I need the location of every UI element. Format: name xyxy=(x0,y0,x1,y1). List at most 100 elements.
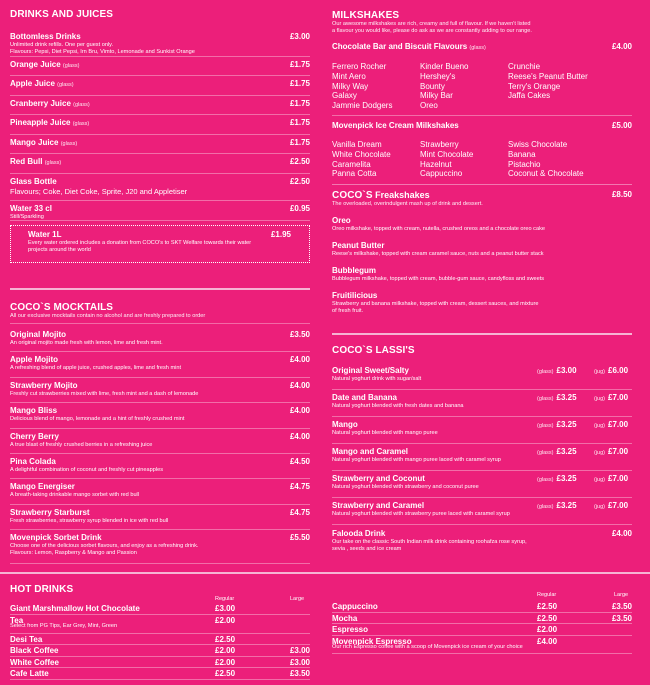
item-desc: Bubblegum milkshake, topped with cream, … xyxy=(332,276,545,282)
item-price: £4.00 xyxy=(289,355,310,365)
jug-price: (jug) £7.00 xyxy=(594,501,628,512)
item-name: Movenpick Ice Cream Milkshakes xyxy=(332,120,459,130)
item-name: Original Mojito xyxy=(10,330,66,339)
large-price: £3.00 xyxy=(289,646,310,655)
item-name: Peanut Butter xyxy=(332,241,385,250)
item-name: Apple Mojito xyxy=(10,355,58,365)
divider xyxy=(10,288,310,290)
item-desc: Strawberry and banana milkshake, topped … xyxy=(332,301,539,307)
flavour-item: Strawberry xyxy=(420,139,459,149)
flavour-item: Terry's Orange xyxy=(508,81,561,91)
item-name-line: Mango Juice (glass) xyxy=(10,138,310,149)
item-name: Cherry Berry xyxy=(10,431,59,441)
item-name: Giant Marshmallow Hot Chocolate xyxy=(10,604,140,613)
item-name: White Coffee xyxy=(10,657,59,667)
item-name: Mango Juice xyxy=(10,137,59,147)
glass-value: £3.25 xyxy=(556,474,577,483)
large-price: £3.00 xyxy=(289,657,310,667)
item-name: Strawberry and Caramel xyxy=(332,501,425,510)
item-desc: A refreshing blend of apple juice, crush… xyxy=(10,365,182,372)
item-price: £1.75 xyxy=(289,98,310,108)
hot-drink-row: Giant Marshmallow Hot Chocolate £3.00 xyxy=(10,603,310,615)
regular-price: £2.00 xyxy=(215,646,236,655)
section-subtitle: Our awesome milkshakes are rich, creamy … xyxy=(332,21,531,27)
item-price: £5.00 xyxy=(611,120,632,130)
item-desc: of fresh fruit. xyxy=(332,308,364,314)
item-name: Bubblegum xyxy=(332,266,376,275)
item-name: Water 1L xyxy=(28,229,62,239)
lassis-section: COCO`S LASSI'S Original Sweet/Salty (glas… xyxy=(332,345,632,553)
menu-item-row: Pina Colada £4.50 A delightful combination… xyxy=(10,454,310,480)
item-desc: Our rich Espresso coffee with a scoop of… xyxy=(332,643,523,650)
menu-item-row: Strawberry Mojito £4.00 Freshly cut strawb… xyxy=(10,378,310,404)
flavour-column: Crunchie Reese's Peanut Butter Terry's Ora… xyxy=(508,62,618,111)
flavour-item: Galaxy xyxy=(332,91,357,101)
item-name: Pina Colada xyxy=(10,456,56,466)
hot-drink-row: Mocha £2.50 £3.50 xyxy=(332,613,632,624)
hot-drink-row: Movenpick Espresso £4.00 Our rich Espresso… xyxy=(332,636,632,654)
item-name: Glass Bottle xyxy=(10,176,57,186)
glass-price: (glass) £3.25 xyxy=(537,447,577,458)
glass-value: £3.25 xyxy=(556,501,577,510)
menu-item-row: Original Mojito £3.50 An original mojito m… xyxy=(10,327,310,353)
item-price: £4.00 xyxy=(289,406,310,416)
menu-item-row: Strawberry and Caramel (glass) £3.25 (jug) £… xyxy=(332,498,632,525)
large-header: Large xyxy=(614,592,629,598)
item-desc: Choose one of the delicious sorbet flavo… xyxy=(10,543,199,550)
glass-value: £3.25 xyxy=(556,420,577,429)
glass-label: (glass) xyxy=(537,396,554,402)
large-header: Large xyxy=(290,596,305,602)
item-name-line: Fruitilicious xyxy=(332,291,632,301)
menu-item-row: Strawberry Starburst £4.75 Fresh strawberr… xyxy=(10,505,310,531)
flavour-item: Milky Way xyxy=(332,81,369,91)
regular-price: £2.00 xyxy=(537,625,558,634)
item-name: Orange Juice xyxy=(10,59,61,69)
menu-item-row: Bottomless Drinks £3.00 Unlimited drink re… xyxy=(10,29,310,57)
hot-drink-row: Cafe Latte £2.50 £3.50 xyxy=(10,668,310,680)
item-name-line: Apple Juice (glass) xyxy=(10,79,310,90)
menu-item-row: Movenpick Sorbet Drink £5.50 Choose one of… xyxy=(10,530,310,564)
item-name: Cranberry Juice xyxy=(10,98,71,108)
section-subtitle: a flavour you would like, please do ask … xyxy=(332,28,532,34)
item-name: Water 33 cl xyxy=(10,204,52,213)
section-title: MILKSHAKES xyxy=(332,10,400,21)
jug-label: (jug) xyxy=(594,504,606,510)
flavour-item: Reese's Peanut Butter xyxy=(508,71,588,81)
item-name-line: Pineapple Juice (glass) xyxy=(10,118,310,129)
jug-label: (jug) xyxy=(594,396,606,402)
flavour-item: Panna Cotta xyxy=(332,169,377,179)
drinks-section: DRINKS AND JUICES Bottomless Drinks £3.00… xyxy=(10,9,310,263)
item-price: £1.75 xyxy=(289,79,310,88)
menu-item-row: Mango Juice (glass) £1.75 xyxy=(10,135,310,154)
menu-item-row: Mango Bliss £4.00 Delicious blend of mango… xyxy=(10,403,310,429)
divider xyxy=(0,572,650,574)
item-desc: Flavours: Pepsi, Diet Pepsi, Irn Bru, Vi… xyxy=(10,49,195,55)
item-name: Pineapple Juice xyxy=(10,118,71,127)
item-name: Date and Banana xyxy=(332,393,397,402)
item-desc: Still/Sparkling xyxy=(10,214,44,220)
menu-item-row: Bubblegum Bubblegum milkshake, topped wit… xyxy=(332,264,632,289)
regular-price: £2.00 xyxy=(215,615,236,625)
glass-label: (glass) xyxy=(537,450,554,456)
item-desc: A delightful combination of coconut and … xyxy=(10,466,163,473)
item-name: Falooda Drink xyxy=(332,529,386,538)
item-name: Espresso xyxy=(332,625,369,634)
item-desc: Delicious blend of mango, lemonade and a… xyxy=(10,416,185,423)
water-1l-box: Water 1L £1.95 Every water ordered inclu… xyxy=(10,224,310,263)
item-name: Fruitilicious xyxy=(332,291,378,300)
menu-item-row: Strawberry and Coconut (glass) £3.25 (jug) £… xyxy=(332,471,632,498)
item-price: £4.00 xyxy=(611,529,632,538)
item-note: (glass) xyxy=(44,160,62,166)
regular-price: £2.50 xyxy=(537,613,558,623)
item-price: £4.75 xyxy=(289,507,310,517)
item-desc: Select from PG Tips, Ear Grey, Mint, Gre… xyxy=(10,622,118,629)
flavour-item: Mint Aero xyxy=(332,71,366,81)
regular-price: £2.00 xyxy=(215,657,236,667)
jug-price: (jug) £7.00 xyxy=(594,474,628,485)
item-name-line: Bubblegum xyxy=(332,266,632,276)
section-subtitle: The overloaded, overindulgent mash up of… xyxy=(332,201,483,207)
item-name-line: Strawberry Mojito xyxy=(10,381,310,391)
item-name-line: Mango Bliss xyxy=(10,406,310,416)
glass-price: (glass) £3.00 xyxy=(537,366,577,377)
jug-label: (jug) xyxy=(594,369,606,375)
